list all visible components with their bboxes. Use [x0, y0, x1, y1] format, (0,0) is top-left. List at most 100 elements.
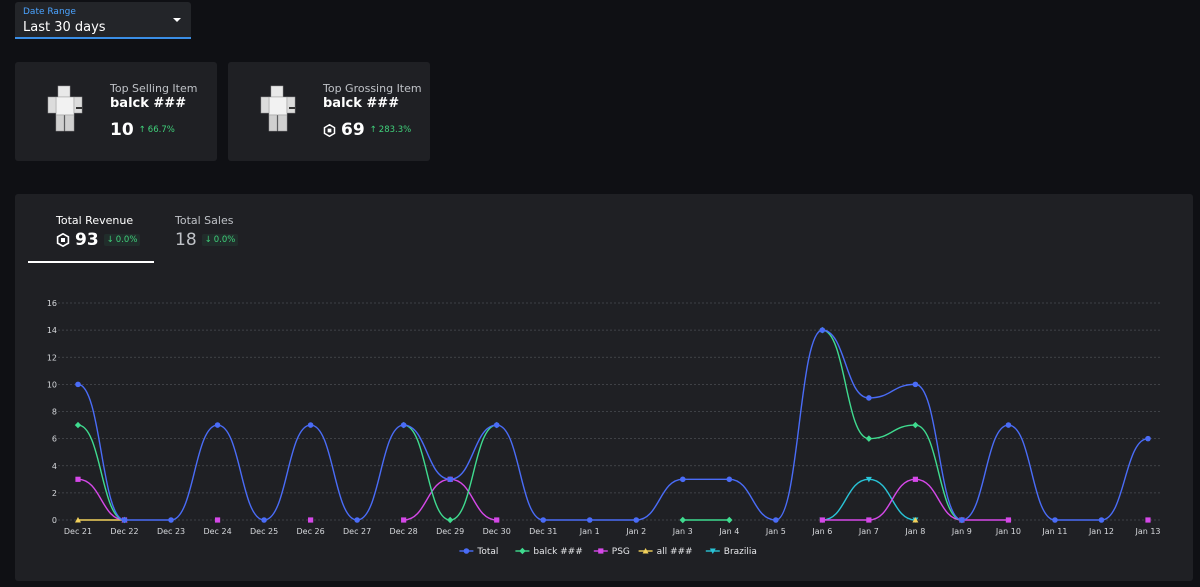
data-point-total [168, 517, 174, 523]
x-tick-label: Jan 3 [672, 527, 693, 536]
data-point-total [493, 422, 500, 428]
data-point-total [866, 395, 872, 401]
x-tick-label: Jan 13 [1134, 527, 1160, 536]
x-tick-label: Dec 22 [110, 527, 138, 536]
data-point-total [1052, 517, 1058, 523]
date-range-value: Last 30 days [23, 20, 106, 35]
x-tick-label: Jan 1 [579, 527, 600, 536]
series-line-balck [403, 424, 497, 521]
data-point-total [354, 517, 360, 523]
arrow-up-icon: ↑ [138, 125, 146, 135]
data-point-total [1098, 517, 1105, 523]
card-title: Top Grossing Item [323, 82, 422, 95]
legend-marker [463, 548, 470, 554]
y-tick-label: 0 [52, 516, 57, 525]
x-tick-label: Jan 5 [765, 527, 786, 536]
x-tick-label: Dec 27 [343, 527, 371, 536]
x-tick-label: Dec 26 [297, 527, 325, 536]
x-tick-label: Jan 10 [995, 527, 1021, 536]
data-point-balck [865, 435, 873, 442]
delta-badge: ↑ 66.7% [139, 125, 175, 135]
data-point-total [75, 381, 81, 388]
revenue-value: 69 [341, 120, 365, 140]
y-tick-label: 4 [52, 462, 57, 471]
y-tick-label: 12 [47, 353, 57, 362]
active-tab-indicator [28, 261, 154, 263]
data-point-total [726, 476, 733, 483]
arrow-down-icon: ↓ [106, 235, 114, 245]
y-tick-label: 8 [52, 408, 57, 417]
data-point-psg [819, 517, 825, 523]
data-point-psg [401, 517, 407, 523]
data-point-total [400, 422, 407, 428]
data-point-total [633, 517, 640, 523]
x-tick-label: Jan 8 [904, 527, 925, 536]
delta-badge: ↑ 283.3% [370, 125, 412, 135]
date-range-dropdown[interactable]: Date Range Last 30 days [15, 2, 191, 39]
item-name[interactable]: balck ### [110, 96, 187, 111]
legend-label: balck ### [533, 547, 582, 557]
delta-badge: ↓ 0.0% [201, 234, 239, 246]
data-point-balck [74, 421, 82, 429]
data-point-brazilia [865, 476, 872, 483]
analytics-panel: Total Revenue 93 ↓ 0.0% Total Sales 18 ↓ 0… [15, 194, 1193, 581]
sales-count: 10 [110, 120, 134, 140]
tab-total-sales[interactable]: Total Sales 18 ↓ 0.0% [175, 214, 239, 250]
x-tick-label: Jan 9 [951, 527, 972, 536]
revenue-line-chart: 0 2 4 6 8 10 12 14 16 Dec 21 Dec 22 Dec 23 Dec 24 Dec… [47, 299, 1161, 557]
legend-marker [519, 547, 526, 555]
x-tick-label: Jan 4 [718, 527, 739, 536]
y-tick-label: 10 [47, 380, 57, 389]
data-point-balck [446, 516, 454, 524]
avatar-shirt-icon [260, 85, 296, 132]
data-point-total [679, 476, 686, 483]
data-point-total [121, 517, 128, 523]
tab-label: Total Sales [175, 214, 234, 227]
tab-value: 18 [175, 230, 197, 250]
x-tick-label: Jan 2 [625, 527, 646, 536]
legend-label: Total [476, 547, 498, 557]
legend-label: Brazilia [724, 547, 757, 557]
data-point-total [540, 517, 547, 523]
delta-value: 283.3% [378, 125, 412, 135]
legend-marker [598, 548, 604, 554]
data-point-psg [308, 517, 314, 523]
delta-badge: ↓ 0.0% [103, 234, 141, 246]
y-tick-label: 14 [47, 326, 57, 335]
delta-value: 0.0% [115, 235, 138, 245]
top-grossing-item-card: Top Grossing Item balck ### 69 ↑ 283.3% [228, 62, 430, 161]
x-tick-label: Dec 25 [250, 527, 278, 536]
data-point-all [75, 517, 81, 523]
legend-marker [709, 548, 716, 554]
legend-label: PSG [612, 547, 630, 557]
data-point-total [912, 381, 919, 388]
arrow-down-icon: ↓ [204, 235, 212, 245]
series-line-psg [822, 478, 1009, 521]
tab-value: 93 [75, 230, 99, 250]
x-tick-label: Jan 6 [811, 527, 832, 536]
top-selling-item-card: Top Selling Item balck ### 10 ↑ 66.7% [15, 62, 217, 161]
legend-label: all ### [657, 547, 693, 557]
series-line-balck [77, 424, 125, 521]
data-point-total [261, 517, 267, 523]
data-point-psg [912, 476, 918, 482]
x-tick-label: Dec 30 [483, 527, 511, 536]
data-point-psg [75, 476, 81, 482]
data-point-balck [679, 516, 686, 524]
y-tick-label: 6 [52, 435, 57, 444]
x-tick-label: Jan 11 [1041, 527, 1067, 536]
delta-value: 66.7% [147, 125, 175, 135]
tab-label: Total Revenue [56, 214, 134, 227]
data-point-total [1005, 422, 1012, 428]
tab-total-revenue[interactable]: Total Revenue 93 ↓ 0.0% [56, 214, 141, 250]
robux-icon [56, 233, 70, 247]
card-title: Top Selling Item [110, 82, 198, 95]
x-tick-label: Dec 29 [436, 527, 464, 536]
x-tick-label: Dec 24 [203, 527, 231, 536]
data-point-psg [866, 517, 872, 523]
item-name[interactable]: balck ### [323, 96, 400, 111]
x-tick-label: Jan 7 [858, 527, 879, 536]
delta-value: 0.0% [213, 235, 236, 245]
data-point-balck [912, 421, 919, 429]
data-point-total [586, 517, 593, 523]
